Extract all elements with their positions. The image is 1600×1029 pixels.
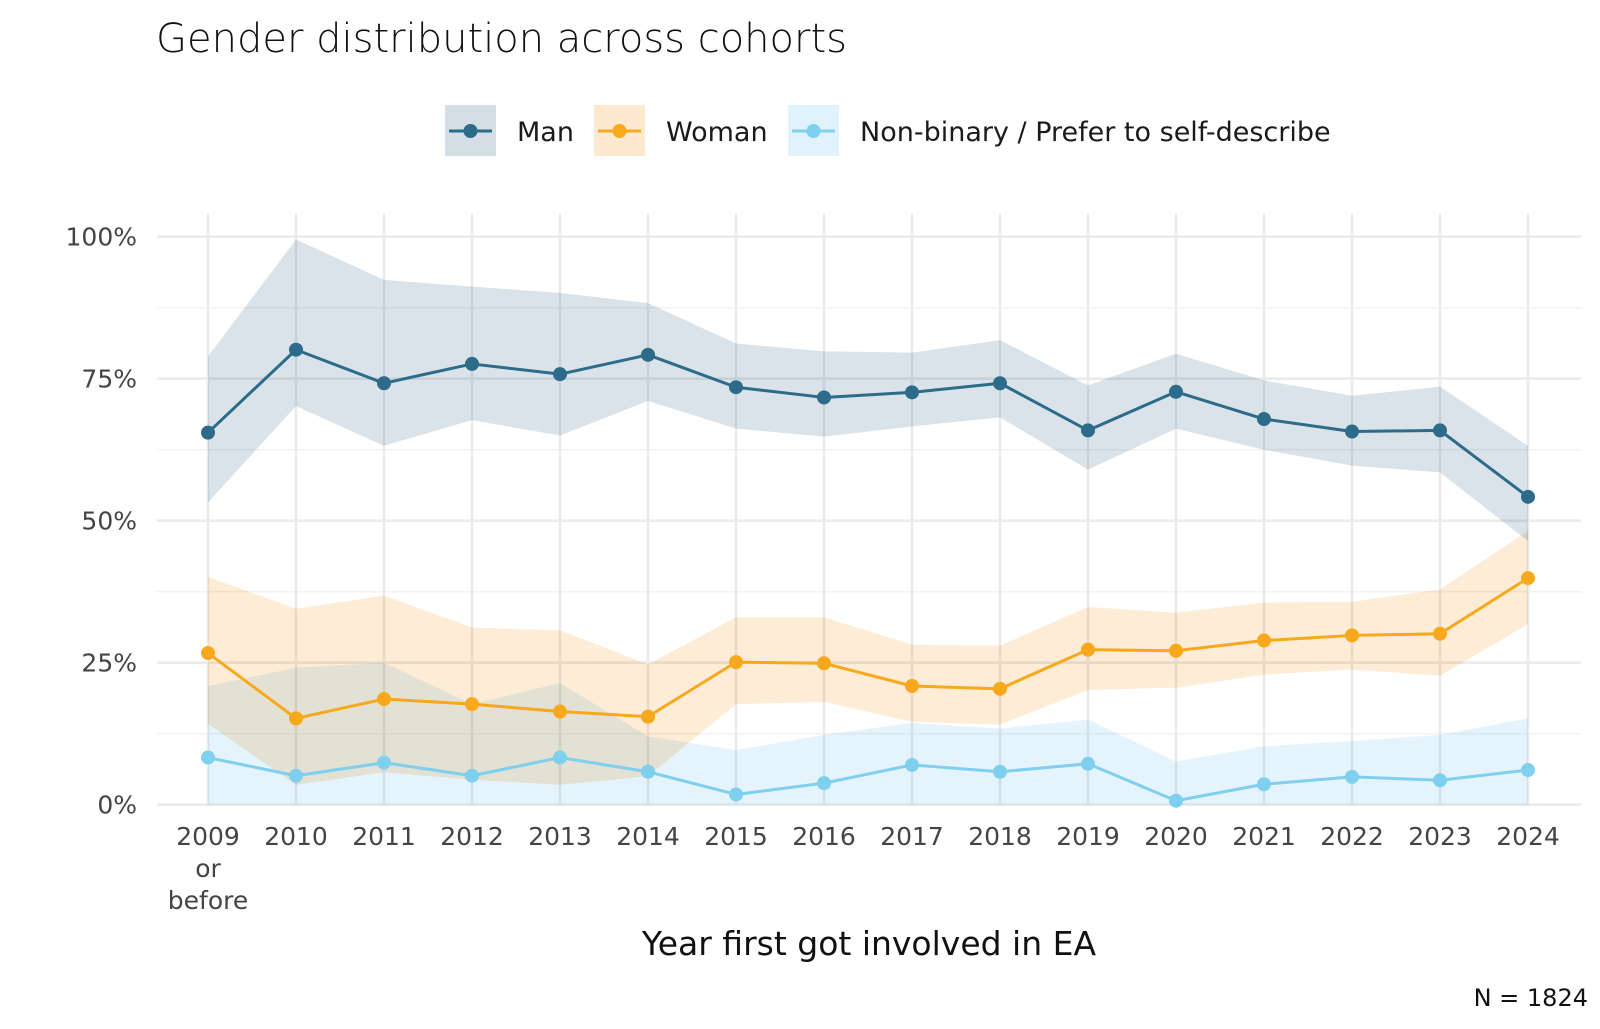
x-tick-label: 2018 (968, 822, 1032, 851)
data-point-non-binary-prefer-to-self-describe (1345, 769, 1359, 784)
series-points (201, 342, 1535, 808)
data-point-non-binary-prefer-to-self-describe (201, 750, 215, 765)
x-axis-title: Year first got involved in EA (641, 924, 1097, 963)
data-point-woman (729, 655, 743, 670)
series-lines (206, 348, 1529, 803)
data-point-man (729, 380, 743, 395)
legend: Man Woman Non-binary / Prefer to self-desc… (445, 105, 1331, 156)
x-tick-label: 2009 or before (168, 822, 248, 915)
data-point-man (1169, 384, 1183, 399)
y-tick-label: 0% (97, 791, 137, 820)
data-point-woman (993, 681, 1007, 696)
data-point-non-binary-prefer-to-self-describe (289, 768, 303, 783)
data-point-woman (553, 704, 567, 719)
y-tick-label: 75% (81, 365, 137, 394)
data-point-man (465, 356, 479, 371)
data-point-woman (289, 711, 303, 726)
data-point-non-binary-prefer-to-self-describe (377, 755, 391, 770)
data-point-non-binary-prefer-to-self-describe (1521, 763, 1535, 778)
data-point-woman (905, 678, 919, 693)
data-point-non-binary-prefer-to-self-describe (1081, 756, 1095, 771)
data-point-man (1257, 412, 1271, 427)
series-line-non-binary-prefer-to-self-describe (207, 756, 1529, 803)
x-tick-label: 2020 (1144, 822, 1208, 851)
data-point-man (1433, 423, 1447, 438)
legend-label: Man (517, 117, 574, 148)
data-point-man (641, 347, 655, 362)
x-tick-label: 2012 (440, 822, 504, 851)
series-line-woman (207, 576, 1529, 720)
data-point-woman (377, 692, 391, 707)
data-point-woman (1433, 626, 1447, 641)
legend-label: Non-binary / Prefer to self-describe (860, 117, 1331, 148)
data-point-man (817, 390, 831, 405)
x-tick-label: 2013 (528, 822, 592, 851)
legend-item-woman: Woman (594, 105, 768, 156)
data-point-man (377, 376, 391, 391)
data-point-non-binary-prefer-to-self-describe (641, 764, 655, 779)
data-point-non-binary-prefer-to-self-describe (993, 764, 1007, 779)
confidence-band-man (208, 239, 1528, 542)
data-point-woman (641, 709, 655, 724)
x-tick-label: 2017 (880, 822, 944, 851)
data-point-man (993, 376, 1007, 391)
data-point-non-binary-prefer-to-self-describe (905, 757, 919, 772)
legend-label: Woman (666, 117, 768, 148)
data-point-man (905, 385, 919, 400)
data-point-non-binary-prefer-to-self-describe (553, 750, 567, 765)
x-tick-label: 2014 (616, 822, 680, 851)
data-point-man (289, 342, 303, 357)
x-tick-label: 2022 (1320, 822, 1384, 851)
data-point-woman (1521, 571, 1535, 586)
x-tick-label: 2024 (1496, 822, 1560, 851)
legend-item-man: Man (445, 105, 574, 156)
y-axis-ticks: 0% 25% 50% 75% 100% (66, 223, 137, 820)
data-point-non-binary-prefer-to-self-describe (465, 768, 479, 783)
legend-key-point (612, 124, 627, 138)
data-point-non-binary-prefer-to-self-describe (729, 787, 743, 802)
y-tick-label: 50% (81, 507, 137, 536)
y-tick-label: 100% (66, 223, 137, 252)
data-point-woman (817, 656, 831, 671)
data-point-non-binary-prefer-to-self-describe (1257, 777, 1271, 792)
data-point-woman (1169, 643, 1183, 658)
data-point-man (1521, 489, 1535, 504)
data-point-man (201, 425, 215, 440)
x-tick-label: 2016 (792, 822, 856, 851)
data-point-woman (1081, 642, 1095, 657)
data-point-man (1081, 423, 1095, 438)
x-tick-label: 2019 (1056, 822, 1120, 851)
data-point-woman (201, 646, 215, 661)
y-tick-label: 25% (81, 649, 137, 678)
caption-sample-size: N = 1824 (1474, 984, 1588, 1012)
legend-key-point (806, 124, 821, 138)
confidence-bands (208, 239, 1528, 805)
data-point-woman (1345, 628, 1359, 643)
legend-item-non-binary-prefer-to-self-describe: Non-binary / Prefer to self-describe (788, 105, 1331, 156)
x-tick-label: 2023 (1408, 822, 1472, 851)
data-point-woman (465, 697, 479, 712)
data-point-man (1345, 424, 1359, 439)
data-point-non-binary-prefer-to-self-describe (817, 776, 831, 791)
x-tick-label: 2011 (352, 822, 416, 851)
x-tick-label: 2021 (1232, 822, 1296, 851)
data-point-man (553, 367, 567, 382)
data-point-non-binary-prefer-to-self-describe (1433, 773, 1447, 788)
data-point-woman (1257, 633, 1271, 648)
x-tick-label: 2010 (264, 822, 328, 851)
x-axis-ticks: 2009 or before 2010 2011 2012 2013 2014 2015 2016… (168, 822, 1560, 915)
x-tick-label: 2015 (704, 822, 768, 851)
legend-key-point (463, 124, 478, 138)
confidence-band-non-binary-prefer-to-self-describe (208, 662, 1528, 805)
chart-title: Gender distribution across cohorts (156, 16, 847, 62)
data-point-non-binary-prefer-to-self-describe (1169, 793, 1183, 808)
series-line-man (206, 348, 1529, 499)
